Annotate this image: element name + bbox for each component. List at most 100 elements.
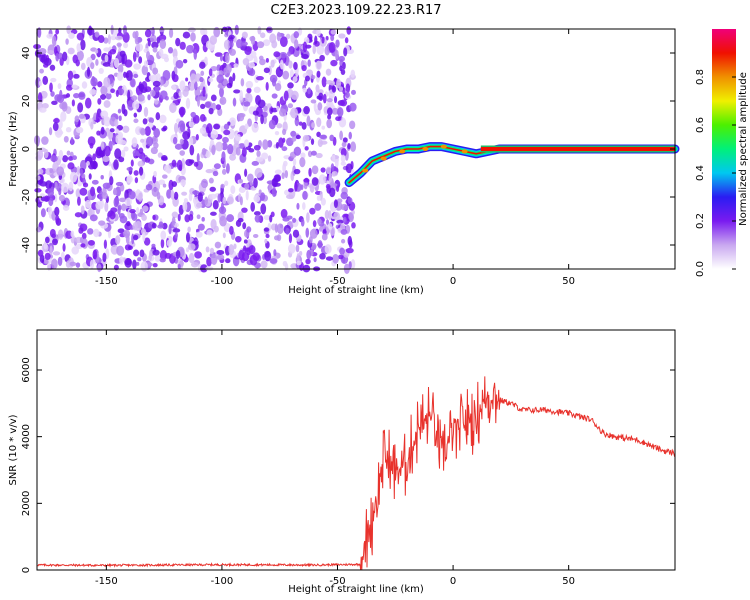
noise-speckle — [204, 197, 208, 206]
noise-speckle — [117, 43, 122, 47]
noise-speckle — [200, 114, 206, 122]
noise-speckle — [303, 178, 309, 182]
noise-speckle — [209, 178, 214, 184]
noise-speckle — [192, 190, 199, 194]
noise-speckle — [303, 135, 309, 142]
noise-speckle — [153, 128, 160, 138]
noise-speckle — [177, 160, 183, 171]
noise-speckle — [339, 86, 343, 91]
noise-speckle — [341, 69, 346, 75]
noise-speckle — [59, 195, 65, 202]
noise-speckle — [188, 243, 196, 250]
noise-speckle — [180, 139, 184, 145]
noise-speckle — [93, 250, 98, 260]
noise-speckle — [80, 39, 86, 50]
noise-speckle — [180, 42, 186, 50]
spectrogram-y-label: Frequency (Hz) — [8, 111, 19, 187]
noise-speckle — [219, 216, 227, 227]
noise-speckle — [286, 194, 294, 199]
noise-speckle — [335, 159, 339, 168]
noise-speckle — [98, 220, 105, 225]
noise-speckle — [52, 36, 56, 47]
noise-speckle — [319, 253, 326, 259]
noise-speckle — [90, 260, 94, 269]
noise-speckle — [161, 155, 167, 160]
noise-speckle — [139, 250, 144, 258]
noise-speckle — [194, 162, 199, 167]
noise-speckle — [146, 136, 153, 146]
noise-speckle — [85, 200, 91, 208]
noise-speckle — [121, 203, 126, 210]
noise-speckle — [67, 150, 71, 155]
noise-speckle — [101, 127, 105, 135]
noise-speckle — [282, 129, 286, 135]
noise-speckle — [119, 213, 125, 219]
noise-speckle — [206, 230, 212, 236]
noise-speckle — [236, 147, 241, 156]
noise-speckle — [131, 160, 134, 167]
noise-speckle — [97, 98, 101, 105]
noise-speckle — [246, 190, 249, 200]
noise-speckle — [228, 244, 234, 255]
noise-speckle — [196, 134, 199, 140]
signal-hotspot — [422, 147, 428, 151]
noise-speckle — [213, 124, 220, 130]
noise-speckle — [349, 103, 356, 112]
noise-speckle — [220, 54, 223, 61]
noise-speckle — [323, 94, 327, 104]
noise-speckle — [343, 217, 347, 223]
noise-speckle — [144, 157, 150, 163]
noise-speckle — [135, 221, 142, 231]
noise-speckle — [350, 70, 355, 78]
noise-speckle — [79, 114, 85, 119]
snr-x-tick-label: -150 — [95, 576, 118, 587]
noise-speckle — [53, 251, 60, 255]
noise-speckle — [349, 120, 355, 129]
noise-speckle — [45, 237, 50, 244]
noise-speckle — [264, 67, 270, 73]
noise-speckle — [80, 243, 85, 247]
noise-speckle — [134, 113, 138, 118]
noise-speckle — [226, 163, 230, 174]
noise-speckle — [306, 212, 310, 223]
noise-speckle — [287, 82, 294, 88]
noise-speckle — [216, 104, 221, 110]
colorbar-tick-label: 0.6 — [695, 117, 706, 133]
noise-speckle — [312, 165, 319, 174]
noise-speckle — [137, 257, 141, 261]
noise-speckle — [71, 137, 74, 145]
noise-speckle — [295, 117, 300, 126]
noise-speckle — [133, 235, 138, 241]
noise-speckle — [87, 228, 93, 235]
noise-speckle — [44, 58, 52, 66]
noise-speckle — [326, 184, 331, 189]
noise-speckle — [90, 214, 98, 221]
noise-speckle — [345, 37, 349, 43]
noise-speckle — [250, 255, 258, 266]
noise-speckle — [164, 165, 171, 173]
noise-speckle — [305, 146, 309, 150]
noise-speckle — [36, 175, 41, 180]
noise-speckle — [317, 102, 322, 110]
noise-speckle — [319, 174, 326, 184]
noise-speckle — [37, 150, 43, 159]
noise-speckle — [90, 187, 95, 197]
noise-speckle — [189, 145, 194, 156]
noise-speckle — [178, 264, 181, 269]
noise-speckle — [182, 201, 187, 211]
noise-speckle — [53, 122, 59, 131]
noise-speckle — [197, 214, 201, 219]
noise-speckle — [196, 203, 202, 208]
noise-speckle — [211, 130, 219, 139]
noise-speckle — [123, 42, 128, 48]
noise-speckle — [77, 102, 83, 112]
noise-speckle — [51, 258, 58, 269]
noise-speckle — [240, 196, 243, 205]
noise-speckle — [346, 248, 354, 253]
noise-speckle — [272, 187, 276, 197]
noise-speckle — [317, 218, 322, 224]
noise-speckle — [104, 201, 108, 212]
noise-speckle — [172, 212, 178, 219]
noise-speckle — [261, 153, 268, 160]
noise-speckle — [280, 59, 284, 69]
